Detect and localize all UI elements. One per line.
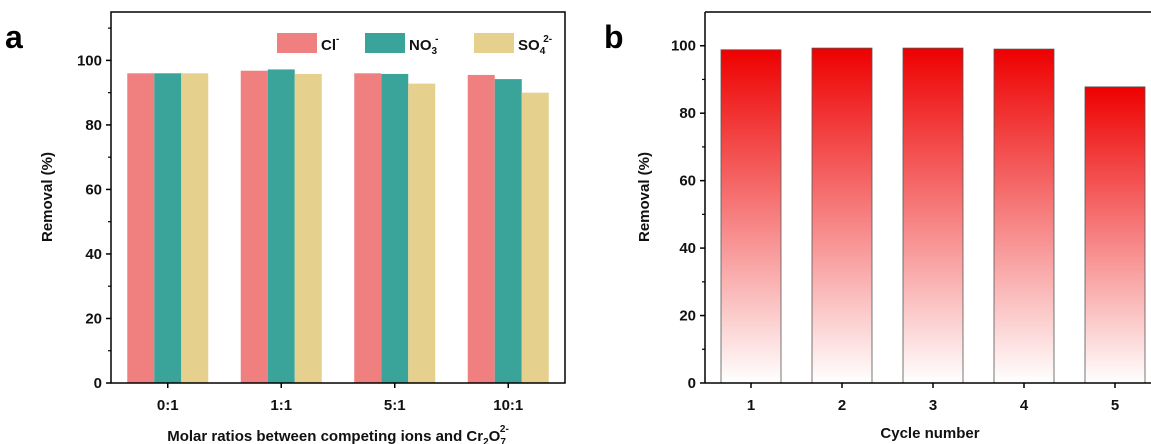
chart-a-xtick-label: 10:1	[493, 397, 523, 414]
chart-b-xtick-label: 4	[1020, 397, 1029, 414]
bar-a-s0-c0	[127, 73, 155, 383]
chart-b-xtick-label: 1	[747, 397, 755, 414]
bar-a-s1-c2	[381, 73, 409, 384]
bar-a-s1-c1	[267, 69, 295, 383]
bar-a-s2-c1	[294, 73, 322, 384]
bar-a-s2-c0	[181, 73, 209, 383]
chart-a: a 0 20 40 60 80 100 0:1 1:1 5:1 10:1 Cl- NO3- SO42…	[5, 11, 566, 444]
chart-b: b 0 20 40 60 80 100 1 2 3 4 5 Removal (%) Cycle n…	[604, 11, 1151, 442]
chart-a-yticks: 0 20 40 60 80 100	[77, 27, 111, 392]
xlabel-mid: O	[489, 428, 501, 444]
bar-b-c0	[720, 49, 782, 384]
chart-b-ytick-label: 100	[671, 38, 696, 55]
chart-b-ytick-label: 20	[679, 308, 696, 325]
bar-a-s1-c0	[154, 73, 182, 383]
panel-label-b: b	[604, 19, 624, 55]
chart-b-xtick-label: 3	[929, 397, 937, 414]
bar-a-s0-c1	[240, 70, 268, 383]
xlabel-main: Molar ratios between competing ions and …	[167, 428, 483, 444]
chart-b-xlabel: Cycle number	[880, 425, 979, 442]
chart-b-ytick-label: 80	[679, 105, 696, 122]
chart-a-frame	[110, 11, 566, 384]
bar-a-s0-c3	[467, 74, 495, 384]
legend-label-2: SO42-	[518, 34, 552, 57]
chart-b-xticks: 1 2 3 4 5	[747, 383, 1119, 414]
xlabel-sub1: 2	[483, 437, 489, 444]
chart-a-bars	[127, 69, 549, 384]
legend-swatch-1	[365, 33, 405, 53]
legend-label-1: NO3-	[409, 34, 438, 57]
chart-b-yticks: 0 20 40 60 80 100	[671, 38, 705, 392]
bar-a-s2-c3	[521, 92, 549, 384]
chart-a-xtick-label: 0:1	[157, 397, 179, 414]
chart-a-ytick-label: 80	[85, 117, 102, 134]
chart-a-xtick-label: 5:1	[384, 397, 406, 414]
chart-b-ytick-label: 0	[688, 375, 696, 392]
bar-b-c2	[902, 47, 964, 384]
bar-a-s2-c2	[408, 83, 436, 383]
chart-b-ytick-label: 60	[679, 173, 696, 190]
chart-a-xticks: 0:1 1:1 5:1 10:1	[157, 383, 523, 414]
chart-a-ylabel: Removal (%)	[39, 152, 56, 242]
legend-label-0: Cl-	[321, 34, 339, 54]
xlabel-sub2: 7	[500, 437, 506, 444]
bar-a-s0-c2	[354, 73, 382, 383]
chart-a-ytick-label: 60	[85, 181, 102, 198]
xlabel-sup: 2-	[500, 424, 509, 435]
bar-b-c4	[1084, 86, 1146, 384]
chart-a-xlabel: Molar ratios between competing ions and …	[167, 424, 509, 444]
panel-label-a: a	[5, 19, 23, 55]
chart-b-ytick-label: 40	[679, 240, 696, 257]
chart-a-legend: Cl- NO3- SO42-	[277, 33, 552, 57]
legend-swatch-2	[474, 33, 514, 53]
legend-swatch-0	[277, 33, 317, 53]
chart-a-ytick-label: 0	[94, 375, 102, 392]
chart-a-ytick-label: 40	[85, 246, 102, 263]
bar-b-c3	[993, 48, 1055, 384]
chart-b-xtick-label: 2	[838, 397, 846, 414]
chart-a-ytick-label: 20	[85, 310, 102, 327]
chart-b-bars	[720, 47, 1146, 384]
chart-a-ytick-label: 100	[77, 52, 102, 69]
bar-b-c1	[811, 47, 873, 384]
bar-a-s1-c3	[494, 79, 522, 384]
chart-a-xtick-label: 1:1	[270, 397, 292, 414]
chart-b-ylabel: Removal (%)	[636, 152, 653, 242]
chart-b-xtick-label: 5	[1111, 397, 1119, 414]
